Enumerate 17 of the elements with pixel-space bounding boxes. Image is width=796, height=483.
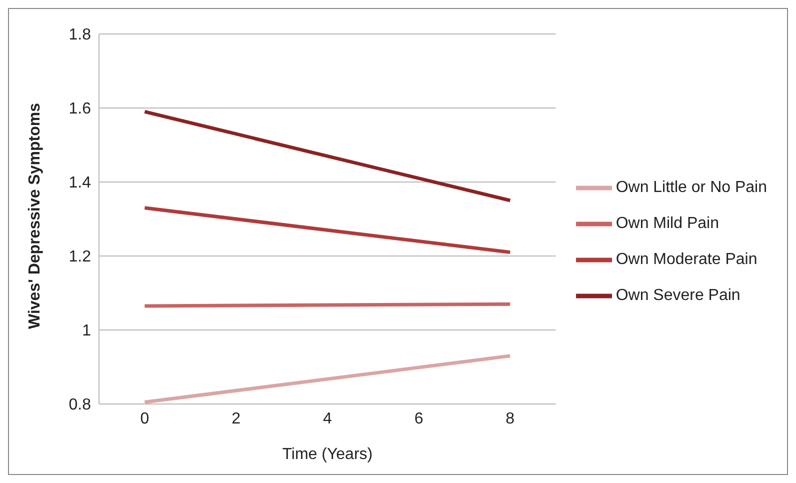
legend-label: Own Little or No Pain bbox=[616, 178, 767, 196]
y-tick-label: 1.8 bbox=[68, 26, 92, 44]
x-tick-label: 2 bbox=[232, 410, 241, 428]
x-tick-label: 8 bbox=[506, 410, 515, 428]
legend-label: Own Moderate Pain bbox=[616, 250, 758, 268]
y-tick-label: 1.2 bbox=[68, 248, 92, 266]
y-tick-label: 1 bbox=[82, 322, 92, 340]
y-tick-label: 1.6 bbox=[68, 100, 92, 118]
x-tick-label: 4 bbox=[322, 410, 332, 428]
legend-label: Own Severe Pain bbox=[616, 286, 740, 304]
y-axis-title: Wives' Depressive Symptoms bbox=[26, 102, 44, 329]
x-tick-label: 6 bbox=[414, 410, 424, 428]
legend-label: Own Mild Pain bbox=[616, 214, 719, 232]
x-axis-title: Time (Years) bbox=[282, 446, 373, 463]
x-tick-label: 0 bbox=[140, 410, 150, 428]
y-tick-label: 1.4 bbox=[68, 174, 92, 192]
y-tick-label: 0.8 bbox=[68, 396, 92, 414]
